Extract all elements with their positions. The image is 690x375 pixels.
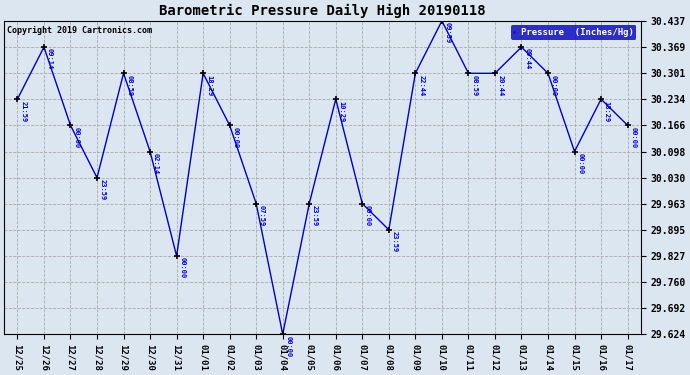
- Text: 00:00: 00:00: [286, 336, 291, 357]
- Text: 22:44: 22:44: [418, 75, 424, 96]
- Text: 23:59: 23:59: [392, 231, 397, 252]
- Title: Barometric Pressure Daily High 20190118: Barometric Pressure Daily High 20190118: [159, 4, 486, 18]
- Text: 00:00: 00:00: [179, 257, 186, 279]
- Text: 07:59: 07:59: [259, 205, 265, 226]
- Text: 09:44: 09:44: [524, 48, 530, 70]
- Text: 18:29: 18:29: [604, 100, 610, 122]
- Text: 00:00: 00:00: [631, 127, 636, 148]
- Text: 02:14: 02:14: [153, 153, 159, 174]
- Text: 08:59: 08:59: [126, 75, 132, 96]
- Text: 00:00: 00:00: [551, 75, 557, 96]
- Text: 00:00: 00:00: [233, 127, 239, 148]
- Text: 00:00: 00:00: [365, 205, 371, 226]
- Text: 21:59: 21:59: [20, 100, 26, 122]
- Text: 10:29: 10:29: [339, 100, 344, 122]
- Text: 00:00: 00:00: [578, 153, 583, 174]
- Text: Copyright 2019 Cartronics.com: Copyright 2019 Cartronics.com: [8, 26, 152, 34]
- Text: 18:29: 18:29: [206, 75, 212, 96]
- Text: 00:00: 00:00: [73, 127, 79, 148]
- Text: 09:14: 09:14: [47, 48, 52, 70]
- Text: 09:59: 09:59: [444, 22, 451, 44]
- Legend: Pressure  (Inches/Hg): Pressure (Inches/Hg): [511, 26, 636, 40]
- Text: 08:59: 08:59: [471, 75, 477, 96]
- Text: 23:59: 23:59: [312, 205, 318, 226]
- Text: 23:59: 23:59: [100, 179, 106, 200]
- Text: 20:44: 20:44: [497, 75, 504, 96]
